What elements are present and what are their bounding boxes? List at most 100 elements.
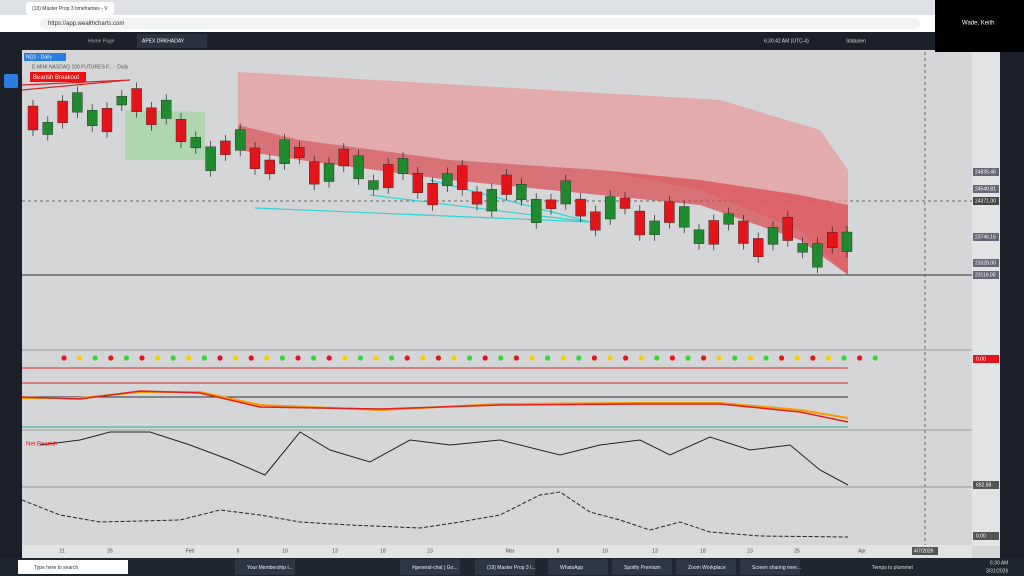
taskbar-app[interactable] <box>740 559 800 575</box>
candle-body <box>827 231 838 248</box>
search-box[interactable] <box>18 560 128 574</box>
left-toolbar <box>0 50 22 558</box>
video-tile <box>935 0 1024 52</box>
candle-body <box>664 201 675 223</box>
signal-dot <box>810 355 816 361</box>
price-axis <box>972 52 1000 546</box>
candle-body <box>264 159 275 175</box>
signal-dot <box>404 355 410 361</box>
date-label: 10 <box>282 548 288 554</box>
candle-body <box>545 199 557 209</box>
candle-body <box>160 99 172 119</box>
search: Type here to search <box>34 565 78 571</box>
signal-dot <box>576 355 582 361</box>
date-label: 13 <box>332 548 338 554</box>
app-tab[interactable]: APEX DRKHADAY <box>142 38 185 44</box>
signal-dot <box>92 355 98 361</box>
signal-dot <box>794 355 800 361</box>
right-toolbar <box>1000 52 1024 558</box>
price-tag <box>973 271 999 279</box>
panel-tag <box>973 481 999 489</box>
candle-body <box>309 161 320 185</box>
signal-dot <box>373 355 379 361</box>
app-tab[interactable]: Home Page <box>88 38 115 44</box>
candle-body <box>412 172 423 194</box>
candle-body <box>693 229 705 244</box>
clock: 6:30:42 AM (UTC-4) <box>764 38 809 44</box>
taskbar-app[interactable] <box>235 559 295 575</box>
candle-body <box>634 210 645 236</box>
candle-body <box>294 146 305 158</box>
taskbar-app[interactable] <box>548 559 608 575</box>
candle-body <box>279 139 290 164</box>
signal-dot <box>342 355 348 361</box>
signal-dot <box>61 355 67 361</box>
panel-label: 652.58 <box>976 482 992 488</box>
signal-dot <box>591 355 598 361</box>
user-name: Wade, Keith <box>962 21 994 27</box>
taskbar-app[interactable] <box>475 559 535 575</box>
date-label: 18 <box>700 548 706 554</box>
price-tag <box>973 168 999 176</box>
panel-tag <box>973 532 999 540</box>
taskbar-app[interactable] <box>612 559 672 575</box>
date-label: 23 <box>747 548 753 554</box>
signal-dot <box>435 355 441 361</box>
browser-tab[interactable] <box>26 2 114 15</box>
signal-dot <box>701 355 707 361</box>
panel-label: 0.00 <box>976 356 986 362</box>
signal-dot <box>857 355 863 361</box>
price-tag <box>973 185 999 193</box>
symbol-pill <box>24 53 66 61</box>
price-label: 24371.00 <box>975 198 996 204</box>
address-bar[interactable] <box>40 18 920 29</box>
taskbar-app-label: Zoom Workplace <box>688 565 726 571</box>
date-label: 26 <box>107 548 113 554</box>
candle-body <box>605 196 616 220</box>
tab-title: (19) Master Prop 3 timeframes - V <box>32 6 108 12</box>
date-label: 18 <box>380 548 386 554</box>
signal-dot <box>623 355 629 361</box>
date-label: 5 <box>237 548 240 554</box>
signal-dot <box>747 355 754 361</box>
candle-body <box>249 147 261 169</box>
signal-dot <box>872 355 878 361</box>
date-label: 10 <box>602 548 608 554</box>
candle-body <box>42 122 53 135</box>
candle-body <box>72 92 83 113</box>
lower-oscillator <box>21 491 849 538</box>
cursor-date: 4/7/2026 <box>914 548 934 554</box>
taskbar-app[interactable] <box>676 559 736 575</box>
candle-body <box>397 158 409 174</box>
signal-dot <box>732 355 738 361</box>
candle-body <box>679 206 690 228</box>
taskbar-app[interactable] <box>400 559 460 575</box>
price-label: 23746.16 <box>975 234 996 240</box>
candle-body <box>427 183 438 206</box>
signal-dot <box>545 355 551 361</box>
symbol: NQ1 · Daily <box>26 54 52 60</box>
price-label: 24835.46 <box>975 169 996 175</box>
candle-body <box>531 198 542 224</box>
candle-body <box>190 137 202 149</box>
signal-dot <box>779 355 785 361</box>
signal-dot <box>841 355 847 361</box>
signal-dot <box>123 355 129 361</box>
signal-dot <box>233 355 239 361</box>
taskbar-app-label: WhatsApp <box>560 565 583 571</box>
candle-body <box>841 231 853 252</box>
signal-dot <box>420 355 426 361</box>
candle-body <box>782 217 793 241</box>
signal-dot <box>560 355 566 361</box>
candle-body <box>220 140 231 156</box>
taskbar-app-label: Screen sharing mee... <box>752 565 801 571</box>
signal-dot <box>482 355 488 361</box>
signal-dot <box>217 355 223 361</box>
add-button[interactable] <box>4 74 18 88</box>
taskbar-app-label: Spotify Premium <box>624 565 661 571</box>
candle-body <box>738 220 749 244</box>
taskbar-app-label: #general-chat | Go... <box>412 565 458 571</box>
taskbar-app-label: Your Membership I... <box>247 565 293 571</box>
